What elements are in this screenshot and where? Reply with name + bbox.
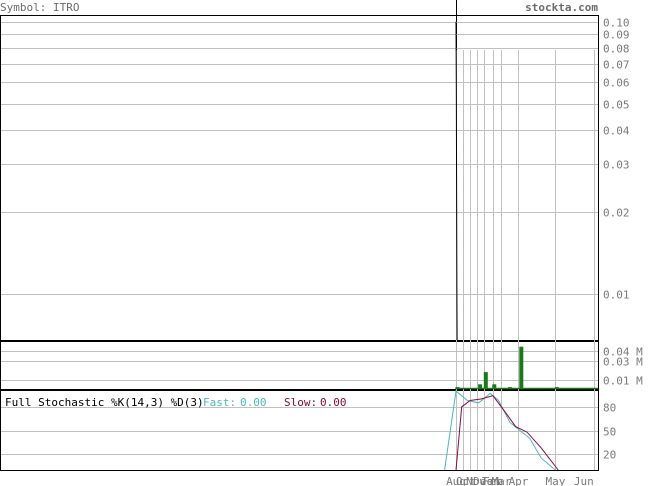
fast-label: Fast:	[203, 396, 236, 409]
price-tick-label: 0.03	[603, 159, 630, 172]
stochastic-tick-label: 20	[603, 449, 616, 462]
price-tick-label: 0.02	[603, 207, 630, 220]
volume-bar	[519, 346, 524, 389]
volume-bar	[478, 384, 483, 389]
price-tick-label: 0.09	[603, 29, 630, 42]
volume-axis: 0.04 M0.03 M 0.01 M	[603, 346, 643, 388]
volume-bars	[455, 346, 598, 390]
volume-panel-frame	[0, 341, 599, 390]
price-tick-label: 0.01	[603, 289, 630, 302]
price-line	[455, 21, 458, 341]
price-tick-label: 0.06	[603, 77, 630, 90]
price-tick-label: 0.05	[603, 99, 630, 112]
volume-tick-label: 0.04 M	[603, 346, 643, 359]
stochastic-title: Full Stochastic %K(14,3) %D(3)	[5, 396, 204, 409]
price-tick-label: 0.04	[603, 125, 630, 138]
price-series	[455, 21, 458, 341]
month-label: Feb	[483, 475, 503, 486]
month-label: Oct	[456, 475, 476, 486]
month-label: Nov	[466, 475, 486, 486]
month-label: Apr	[509, 475, 529, 486]
fast-value: 0.00	[240, 396, 267, 409]
horizontal-gridlines	[1, 22, 598, 455]
slow-value: 0.00	[320, 396, 347, 409]
symbol-label: Symbol: ITRO	[0, 1, 79, 14]
stochastic-panel-frame	[0, 390, 599, 471]
fast-line	[444, 390, 556, 471]
price-tick-label: 0.07	[603, 59, 630, 72]
volume-bar	[483, 372, 488, 389]
month-label: Jun	[574, 475, 594, 486]
volume-tick-label: 0.03 M	[603, 356, 643, 369]
month-label: Aug	[446, 475, 466, 486]
price-panel-frame	[0, 15, 599, 341]
slow-label: Slow:	[284, 396, 317, 409]
stochastic-tick-label: 80	[603, 402, 616, 415]
stochastic-series	[444, 390, 559, 471]
stochastic-tick-label: 50	[603, 426, 616, 439]
price-tick-label: 0.08	[603, 43, 630, 56]
month-label: Mar	[491, 475, 511, 486]
volume-tick-label: 0.01 M	[603, 375, 643, 388]
volume-bar	[492, 384, 497, 389]
stochastic-axis: 80 50 20	[603, 402, 616, 462]
month-label: Jan	[480, 475, 500, 486]
price-axis: 0.100.090.08 0.07 0.06 0.05 0.04 0.03 0.02 0.01	[603, 17, 630, 302]
site-label[interactable]: stockta.com	[525, 1, 598, 14]
slow-line	[455, 395, 559, 471]
price-tick-label: 0.10	[603, 17, 630, 30]
month-label: Dec	[473, 475, 493, 486]
month-label: May	[545, 475, 565, 486]
